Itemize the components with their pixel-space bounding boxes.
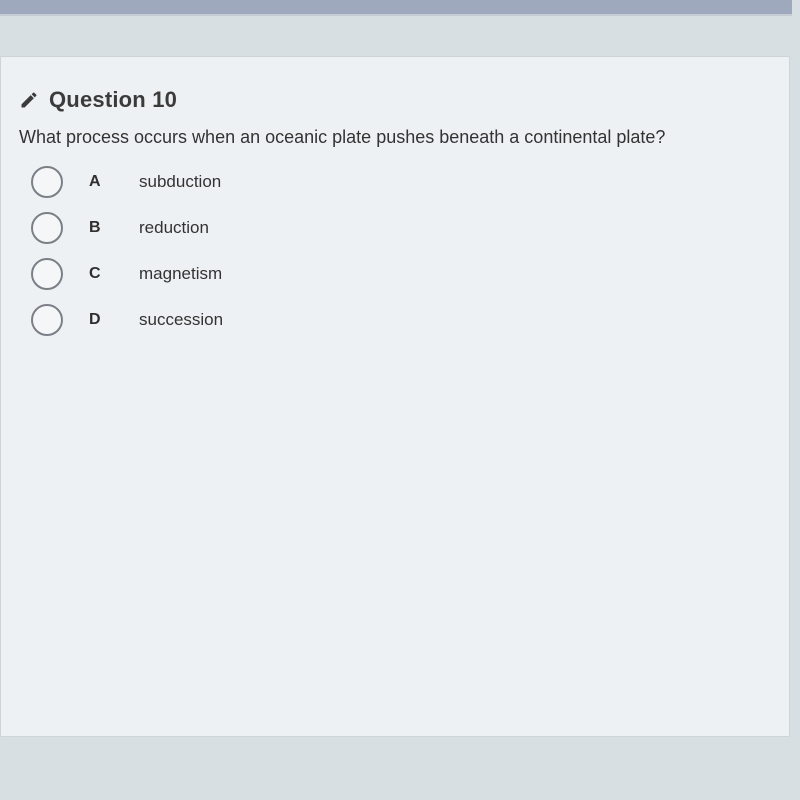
question-panel: Question 10 What process occurs when an … xyxy=(0,56,790,737)
pencil-icon xyxy=(19,90,39,110)
question-title: Question 10 xyxy=(49,87,177,113)
screen-backdrop: Question 10 What process occurs when an … xyxy=(0,0,800,800)
radio-d[interactable] xyxy=(31,304,63,336)
option-text: magnetism xyxy=(139,264,222,284)
option-letter: B xyxy=(89,219,113,237)
options-group: A subduction B reduction C magnetism D s… xyxy=(19,166,769,336)
option-text: succession xyxy=(139,310,223,330)
option-b[interactable]: B reduction xyxy=(31,212,769,244)
browser-top-bar xyxy=(0,0,792,16)
question-header: Question 10 xyxy=(19,87,769,113)
option-text: subduction xyxy=(139,172,221,192)
option-letter: D xyxy=(89,311,113,329)
option-c[interactable]: C magnetism xyxy=(31,258,769,290)
option-letter: C xyxy=(89,265,113,283)
option-text: reduction xyxy=(139,218,209,238)
radio-c[interactable] xyxy=(31,258,63,290)
option-letter: A xyxy=(89,173,113,191)
radio-b[interactable] xyxy=(31,212,63,244)
option-a[interactable]: A subduction xyxy=(31,166,769,198)
question-prompt: What process occurs when an oceanic plat… xyxy=(19,127,769,148)
radio-a[interactable] xyxy=(31,166,63,198)
option-d[interactable]: D succession xyxy=(31,304,769,336)
